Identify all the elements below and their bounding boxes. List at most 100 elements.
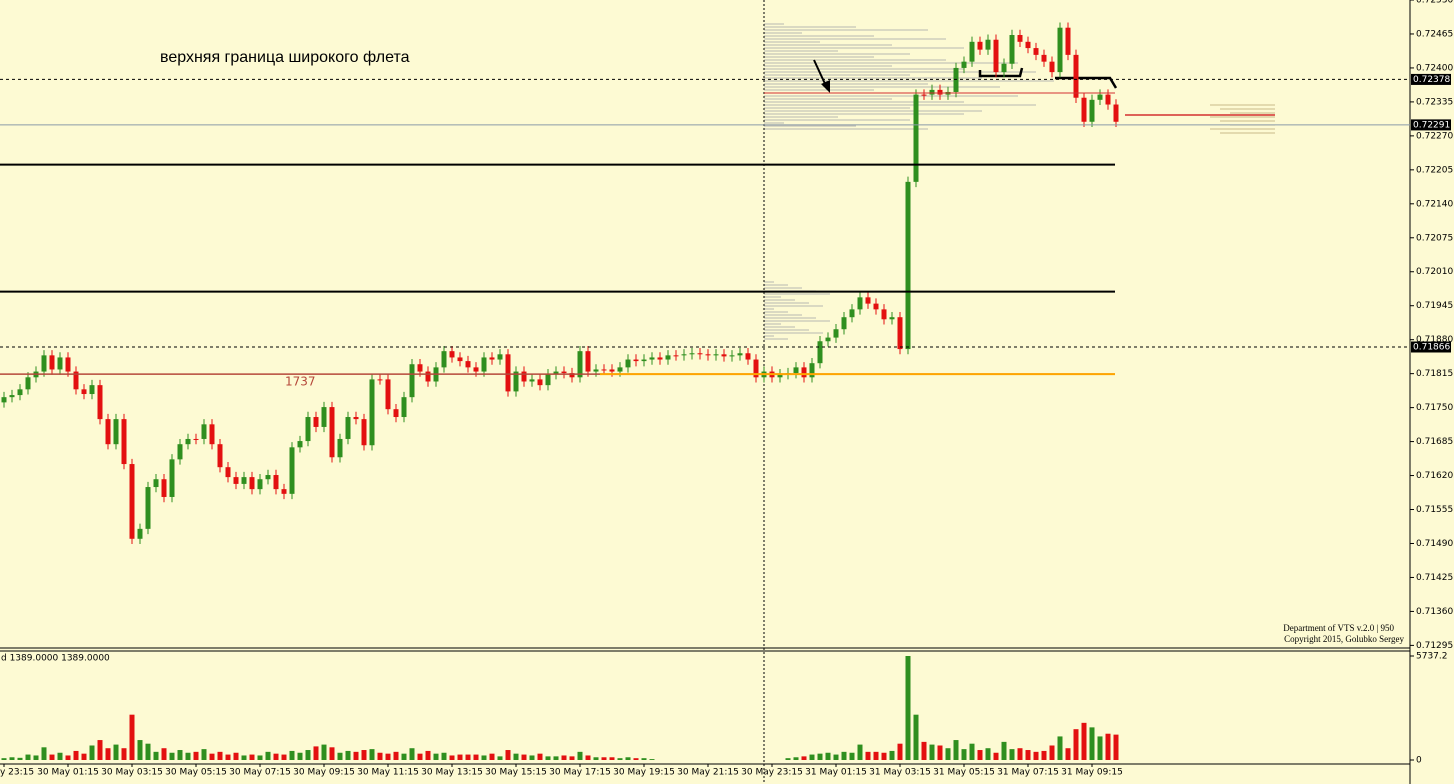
candle-body xyxy=(305,417,311,442)
candle-body xyxy=(961,61,967,68)
candle-body xyxy=(897,317,903,350)
arrow-shaft xyxy=(813,59,827,87)
candle-body xyxy=(993,39,999,73)
arrow xyxy=(813,59,830,93)
candle-body xyxy=(1081,97,1087,122)
candle-body xyxy=(1033,48,1039,55)
candle-body xyxy=(737,353,743,356)
x-tick-label: 30 May 01:15 xyxy=(37,768,99,778)
volume-bar xyxy=(601,757,607,760)
candle-body xyxy=(545,374,551,386)
volume-bar xyxy=(345,750,351,760)
volume-bar xyxy=(281,754,287,760)
candle-body xyxy=(529,379,535,382)
candle-body xyxy=(73,371,79,390)
volume-bar xyxy=(441,752,447,760)
candle-body xyxy=(633,359,639,362)
candle-body xyxy=(113,419,119,445)
candle-body xyxy=(921,94,927,96)
candle-body xyxy=(1041,54,1047,62)
candle-body xyxy=(753,359,759,378)
volume-bar xyxy=(217,751,223,760)
volume-bar xyxy=(1089,727,1095,760)
candle-body xyxy=(1017,35,1023,42)
candle-body xyxy=(577,351,583,378)
y-tick-label: 0.72530 xyxy=(1416,0,1453,6)
candle-body xyxy=(1065,27,1071,55)
candle-body xyxy=(593,369,599,372)
candle-body xyxy=(153,479,159,488)
price-tag xyxy=(1411,119,1451,131)
candle-body xyxy=(673,355,679,357)
volume-bar xyxy=(337,752,343,760)
volume-bar xyxy=(377,752,383,760)
y-tick-label: 0.72140 xyxy=(1416,199,1453,209)
candle-body xyxy=(489,357,495,360)
candle-body xyxy=(241,477,247,484)
volume-bar xyxy=(889,750,895,760)
candle-body xyxy=(833,329,839,338)
footer-text: Copyright 2015, Golubko Sergey xyxy=(1284,634,1404,644)
y-tick-label: 0.72270 xyxy=(1416,131,1453,141)
candle-body xyxy=(913,94,919,182)
volume-bar xyxy=(1017,748,1023,760)
candle-body xyxy=(505,354,511,392)
candle-body xyxy=(257,479,263,490)
candle-body xyxy=(553,371,559,375)
y-tick-label: 0.71880 xyxy=(1416,335,1453,345)
volume-bar xyxy=(265,751,271,760)
candle-body xyxy=(441,351,447,368)
volume-bar xyxy=(865,751,871,760)
volume-bar xyxy=(41,747,47,760)
candle-body xyxy=(817,341,823,364)
candle-body xyxy=(689,353,695,355)
x-tick-label: 30 May 11:15 xyxy=(357,768,419,778)
candle-body xyxy=(681,354,687,356)
candle-body xyxy=(705,354,711,356)
volume-bar xyxy=(129,714,135,760)
volume-bar xyxy=(137,740,143,760)
volume-bar xyxy=(609,757,615,760)
volume-bar xyxy=(473,754,479,760)
volume-bar xyxy=(289,750,295,760)
y-tick-label: 0.71490 xyxy=(1416,539,1453,549)
candle-body xyxy=(641,359,647,362)
volume-bar xyxy=(929,744,935,760)
volume-bar xyxy=(873,751,879,760)
x-tick-label: 30 May 05:15 xyxy=(165,768,227,778)
price-tag-label: 0.72378 xyxy=(1413,75,1450,85)
volume-bar xyxy=(153,751,159,760)
y-tick-label: 0.72465 xyxy=(1416,29,1453,39)
candle-body xyxy=(889,317,895,320)
candle-body xyxy=(65,357,71,372)
candle-body xyxy=(873,303,879,310)
candle-body xyxy=(625,359,631,368)
volume-bar xyxy=(1,758,7,760)
volume-bar xyxy=(1113,734,1119,760)
arrow-head xyxy=(821,80,830,93)
volume-bar xyxy=(1041,750,1047,760)
volume-bar xyxy=(1081,722,1087,760)
candle-body xyxy=(225,467,231,478)
hand-drawn-mark xyxy=(1055,76,1118,89)
candle-body xyxy=(249,477,255,490)
candle-body xyxy=(201,424,207,439)
candle-body xyxy=(1105,94,1111,105)
candle-body xyxy=(105,419,111,445)
volume-bar xyxy=(593,757,599,760)
candle-body xyxy=(585,351,591,372)
volume-bar xyxy=(849,752,855,760)
candle-body xyxy=(217,444,223,468)
candle-body xyxy=(729,355,735,357)
volume-bar xyxy=(65,755,71,760)
candle-body xyxy=(313,417,319,427)
volume-bar xyxy=(25,754,31,760)
candle-body xyxy=(929,89,935,95)
y-tick-label: 0.71815 xyxy=(1416,369,1453,379)
volume-bar xyxy=(985,748,991,760)
x-tick-label: 30 May 17:15 xyxy=(549,768,611,778)
volume-bar xyxy=(1025,750,1031,760)
volume-bar xyxy=(585,755,591,760)
candle-body xyxy=(289,447,295,494)
